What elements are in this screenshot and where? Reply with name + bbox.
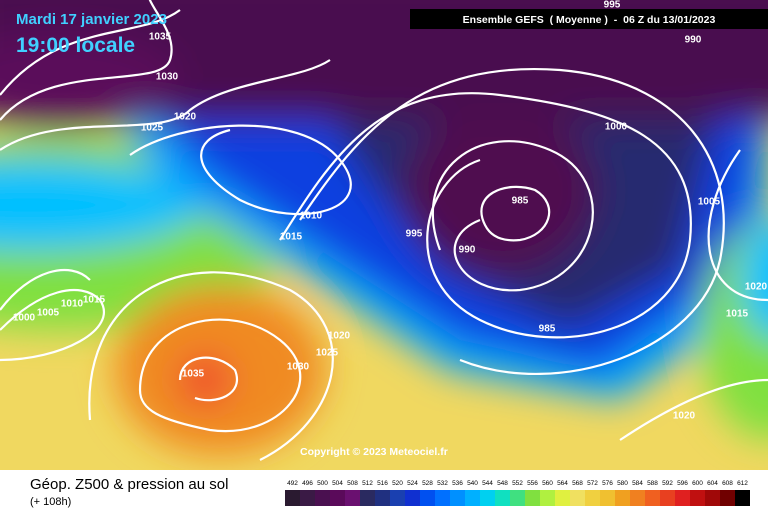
isobar-label: 990 xyxy=(459,245,476,256)
isobar-label: 1010 xyxy=(300,211,323,222)
legend-label: 532 xyxy=(437,480,448,487)
legend-swatch xyxy=(525,490,540,506)
isobar-label: 1000 xyxy=(605,122,628,133)
legend-label: 544 xyxy=(482,480,493,487)
legend-label: 568 xyxy=(572,480,583,487)
isobar-label: 995 xyxy=(604,0,621,11)
date: Mardi 17 janvier 2023 xyxy=(16,11,167,28)
legend-swatch xyxy=(690,490,705,506)
isobars xyxy=(0,0,768,461)
legend-swatch xyxy=(705,490,720,506)
legend-label: 584 xyxy=(632,480,643,487)
legend-label: 564 xyxy=(557,480,568,487)
map-field xyxy=(0,0,768,470)
legend-label: 560 xyxy=(542,480,553,487)
legend-swatch xyxy=(675,490,690,506)
legend-swatch xyxy=(510,490,525,506)
legend-label: 572 xyxy=(587,480,598,487)
legend-swatch xyxy=(735,490,750,506)
legend-swatch xyxy=(570,490,585,506)
isobar-label: 1015 xyxy=(280,232,303,243)
legend-label: 556 xyxy=(527,480,538,487)
legend-swatch xyxy=(405,490,420,506)
legend-label: 516 xyxy=(377,480,388,487)
legend-label: 496 xyxy=(302,480,313,487)
legend-label: 588 xyxy=(647,480,658,487)
time: 19:00 locale xyxy=(16,34,135,57)
isobar-label: 1020 xyxy=(673,411,696,422)
copyright: Copyright © 2023 Meteociel.fr xyxy=(300,446,448,458)
legend-swatch xyxy=(540,490,555,506)
legend-swatch xyxy=(585,490,600,506)
legend-swatch xyxy=(345,490,360,506)
legend-label: 596 xyxy=(677,480,688,487)
isobar-label: 985 xyxy=(539,324,556,335)
legend-swatch xyxy=(285,490,300,506)
legend-swatch xyxy=(300,490,315,506)
legend-swatch xyxy=(645,490,660,506)
legend-label: 608 xyxy=(722,480,733,487)
legend-swatch xyxy=(720,490,735,506)
legend-swatch xyxy=(435,490,450,506)
legend-label: 528 xyxy=(422,480,433,487)
legend-swatch xyxy=(330,490,345,506)
legend-swatch xyxy=(630,490,645,506)
legend-label: 592 xyxy=(662,480,673,487)
isobar-label: 995 xyxy=(406,229,423,240)
isobar-label: 1020 xyxy=(745,282,768,293)
isobar-label: 1020 xyxy=(328,331,351,342)
isobar-label: 990 xyxy=(685,35,702,46)
caption-title: Géop. Z500 & pression au sol xyxy=(30,476,228,493)
legend-label: 548 xyxy=(497,480,508,487)
legend-label: 508 xyxy=(347,480,358,487)
legend-label: 536 xyxy=(452,480,463,487)
model-run: Ensemble GEFS ( Moyenne ) - 06 Z du 13/0… xyxy=(463,14,716,26)
legend-label: 604 xyxy=(707,480,718,487)
legend-swatch xyxy=(420,490,435,506)
legend-swatch xyxy=(450,490,465,506)
legend-swatch xyxy=(615,490,630,506)
isobar-label: 1035 xyxy=(182,369,205,380)
isobar-label: 1025 xyxy=(316,348,339,359)
legend-swatch xyxy=(495,490,510,506)
legend-swatch xyxy=(375,490,390,506)
isobar-label: 1030 xyxy=(287,362,310,373)
header-box xyxy=(410,9,768,29)
isobar-label: 1000 xyxy=(13,313,36,324)
legend-label: 580 xyxy=(617,480,628,487)
legend-label: 504 xyxy=(332,480,343,487)
legend-swatch xyxy=(390,490,405,506)
legend-swatch xyxy=(480,490,495,506)
legend-label: 576 xyxy=(602,480,613,487)
isobar-label: 1015 xyxy=(83,295,106,306)
isobar-label: 1020 xyxy=(174,112,197,123)
legend-label: 600 xyxy=(692,480,703,487)
legend-label: 512 xyxy=(362,480,373,487)
isobar-label: 1015 xyxy=(726,309,749,320)
legend-swatch xyxy=(555,490,570,506)
legend-swatch xyxy=(600,490,615,506)
isobar-label: 1005 xyxy=(37,308,60,319)
legend-label: 552 xyxy=(512,480,523,487)
isobar-label: 1005 xyxy=(698,197,721,208)
legend-swatch xyxy=(360,490,375,506)
isobar-label: 1010 xyxy=(61,299,84,310)
legend-label: 524 xyxy=(407,480,418,487)
legend-label: 492 xyxy=(287,480,298,487)
legend-label: 540 xyxy=(467,480,478,487)
isobar-label: 1025 xyxy=(141,123,164,134)
legend-swatch xyxy=(465,490,480,506)
isobar-label: 1030 xyxy=(156,72,179,83)
legend-swatch xyxy=(660,490,675,506)
legend-swatch xyxy=(315,490,330,506)
caption-lead: (+ 108h) xyxy=(30,496,71,508)
isobar-label: 985 xyxy=(512,196,529,207)
legend-label: 500 xyxy=(317,480,328,487)
legend-label: 612 xyxy=(737,480,748,487)
isobar-label: 1035 xyxy=(149,32,172,43)
legend-label: 520 xyxy=(392,480,403,487)
